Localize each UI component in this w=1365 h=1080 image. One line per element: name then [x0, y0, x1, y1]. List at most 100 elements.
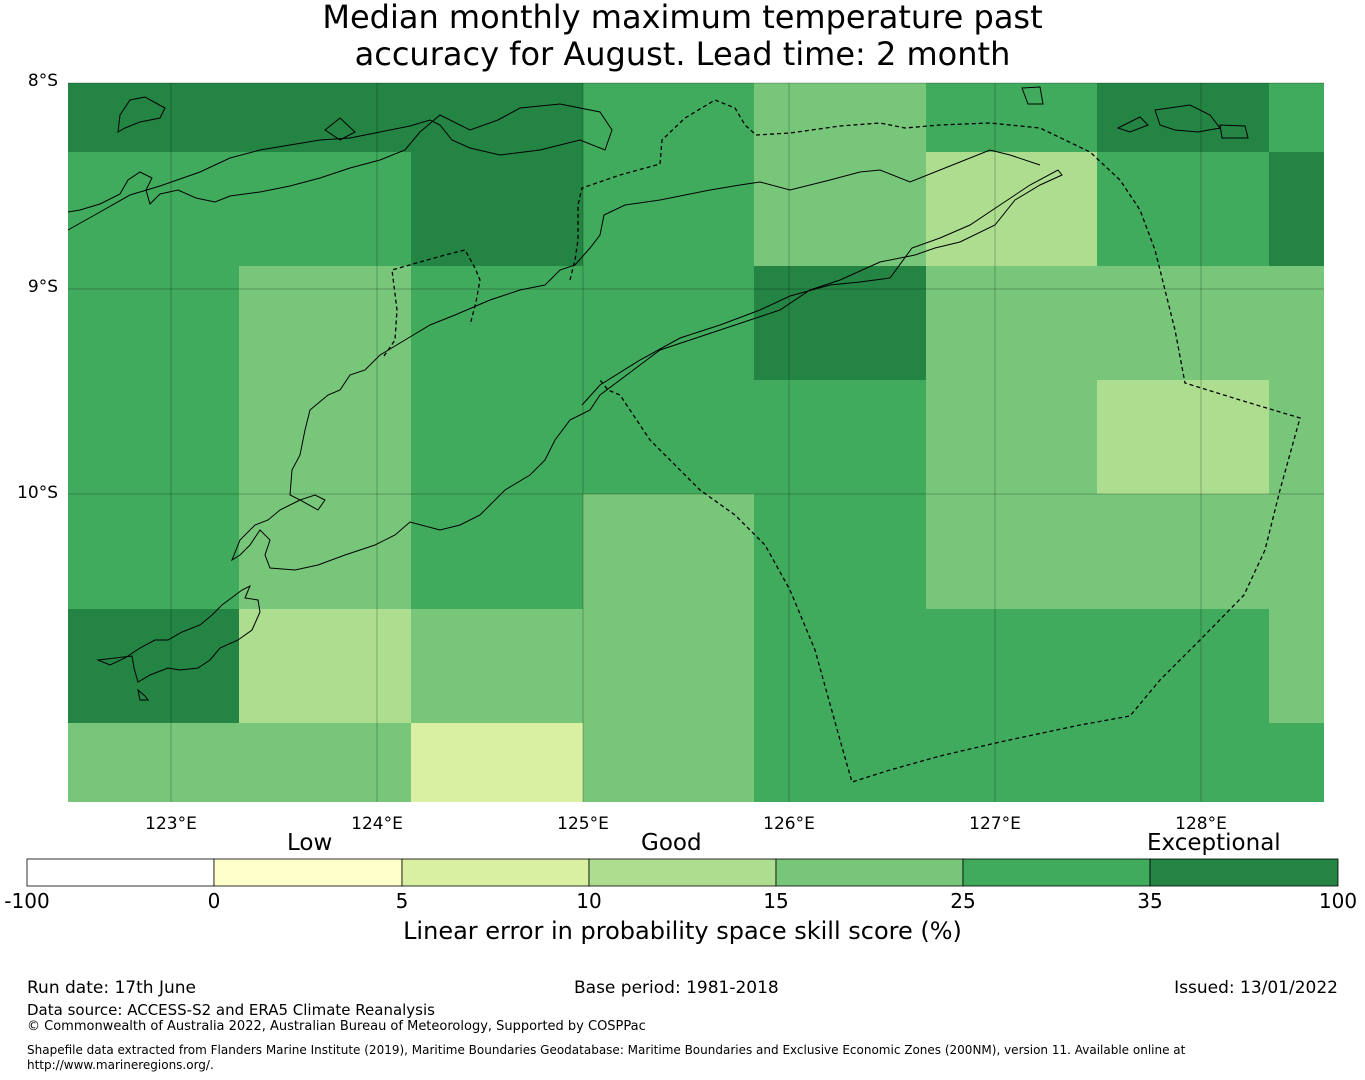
longitude-label: 123°E — [145, 814, 197, 834]
grid-cell — [68, 494, 239, 609]
colorbar-tick-label: 15 — [763, 889, 789, 913]
grid-cell — [239, 83, 411, 152]
run-date: Run date: 17th June — [27, 978, 196, 998]
shapefile-credit-line-2: http://www.marineregions.org/. — [27, 1058, 214, 1072]
colorbar-tick-label: -100 — [4, 889, 50, 913]
grid-cell — [1269, 83, 1324, 152]
grid-cell — [1269, 494, 1324, 609]
grid-cell — [1097, 609, 1269, 723]
grid-cell — [926, 494, 1097, 609]
timor-coastline — [67, 103, 613, 231]
data-source: Data source: ACCESS-S2 and ERA5 Climate … — [27, 1001, 435, 1019]
wetar-coastline — [117, 96, 356, 141]
grid-cell — [583, 494, 754, 609]
issued-date: Issued: 13/01/2022 — [1174, 978, 1338, 998]
longitude-label: 128°E — [1175, 814, 1227, 834]
grid-cell — [926, 83, 1097, 152]
grid-cell — [754, 494, 926, 609]
grid-cell — [411, 266, 583, 380]
longitude-label: 125°E — [557, 814, 609, 834]
colorbar-segment — [401, 858, 590, 887]
colorbar-segment — [213, 858, 403, 887]
grid-cell — [239, 723, 411, 802]
colorbar-tick-label: 25 — [950, 889, 976, 913]
colorbar — [26, 858, 1339, 887]
colorbar-segment — [26, 858, 215, 887]
grid-cell — [1269, 380, 1324, 494]
grid-cell — [754, 380, 926, 494]
colorbar-segment — [962, 858, 1151, 887]
latitude-label: 9°S — [27, 277, 58, 297]
colorbar-segment — [1149, 858, 1339, 887]
grid-cell — [1269, 266, 1324, 380]
grid-cell — [754, 609, 926, 723]
grid-cell — [583, 152, 754, 266]
grid-cell — [583, 266, 754, 380]
grid-cell — [411, 83, 583, 152]
copyright: © Commonwealth of Australia 2022, Austra… — [27, 1019, 646, 1034]
grid-cell — [68, 266, 239, 380]
grid-cell — [754, 723, 926, 802]
timor-leste-eez-boundary — [569, 99, 1301, 783]
grid-cell — [754, 83, 926, 152]
graticule — [68, 82, 1324, 802]
grid-cell — [1097, 494, 1269, 609]
grid-cell — [926, 266, 1097, 380]
grid-cell — [68, 609, 239, 723]
grid-cell — [754, 266, 926, 380]
grid-cell — [926, 380, 1097, 494]
grid-cell — [926, 723, 1097, 802]
grid-cell — [1097, 266, 1269, 380]
grid-cell — [1097, 380, 1269, 494]
maritime-boundaries — [383, 99, 1301, 783]
grid-cell — [411, 380, 583, 494]
chart-title-line-1: Median monthly maximum temperature past — [322, 0, 1043, 36]
grid-cell — [68, 380, 239, 494]
grid-cell — [1097, 723, 1269, 802]
longitude-label: 127°E — [969, 814, 1021, 834]
grid-cell — [1097, 83, 1269, 152]
colorbar-category-label: Low — [287, 830, 333, 856]
grid-cell — [583, 723, 754, 802]
grid-cell — [1269, 609, 1324, 723]
grid-cell — [1269, 152, 1324, 266]
grid-cells — [68, 83, 1324, 802]
longitude-label: 124°E — [351, 814, 403, 834]
alor-coastline — [1021, 86, 1249, 139]
colorbar-tick-label: 100 — [1318, 889, 1358, 913]
grid-cell — [411, 152, 583, 266]
grid-cell — [1269, 723, 1324, 802]
longitude-label: 126°E — [763, 814, 815, 834]
grid-cell — [411, 494, 583, 609]
colorbar-category-label: Good — [641, 830, 702, 856]
grid-cell — [583, 609, 754, 723]
colorbar-tick-label: 10 — [576, 889, 602, 913]
grid-cell — [411, 609, 583, 723]
base-period: Base period: 1981-2018 — [574, 978, 779, 998]
coastlines — [67, 86, 1249, 701]
grid-cell — [68, 152, 239, 266]
oecusse-boundary — [383, 249, 481, 357]
colorbar-tick-label: 35 — [1137, 889, 1163, 913]
colorbar-label: Linear error in probability space skill … — [403, 917, 962, 945]
chart-title-line-2: accuracy for August. Lead time: 2 month — [354, 35, 1011, 73]
grid-cell — [926, 152, 1097, 266]
colorbar-tick-label: 5 — [395, 889, 409, 913]
grid-cell — [68, 723, 239, 802]
grid-cell — [239, 380, 411, 494]
grid-cell — [411, 723, 583, 802]
grid-cell — [68, 83, 239, 152]
grid-cell — [583, 380, 754, 494]
rote-coastline — [96, 584, 261, 701]
colorbar-category-label: Exceptional — [1147, 830, 1281, 856]
grid-cell — [239, 609, 411, 723]
colorbar-segment — [588, 858, 777, 887]
colorbar-tick-label: 0 — [207, 889, 221, 913]
grid-cell — [926, 609, 1097, 723]
grid-cell — [583, 83, 754, 152]
shapefile-credit-line-1: Shapefile data extracted from Flanders M… — [27, 1043, 1186, 1057]
grid-cell — [239, 494, 411, 609]
grid-cell — [239, 152, 411, 266]
latitude-label: 8°S — [27, 71, 58, 91]
